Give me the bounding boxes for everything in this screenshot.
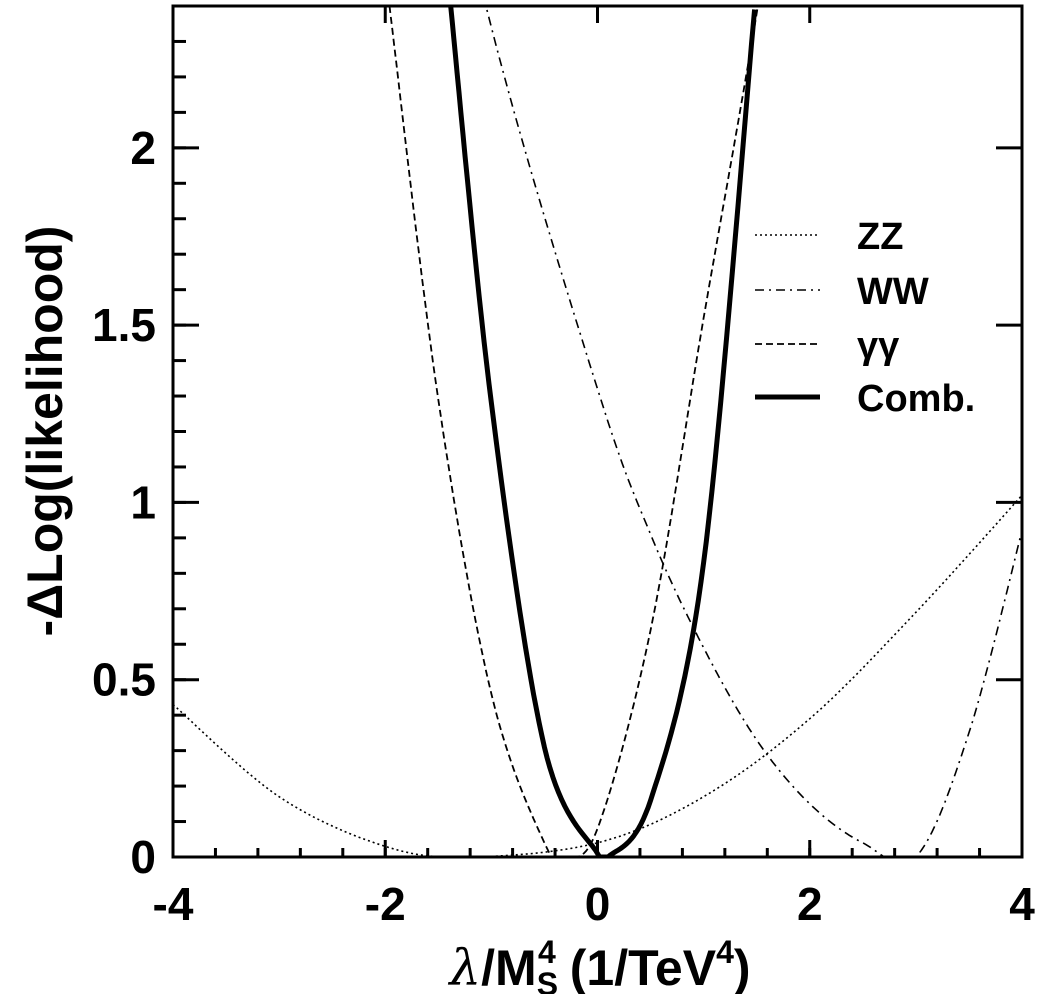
x-tick-label: -4	[153, 878, 194, 930]
y-tick-label: 2	[130, 122, 156, 174]
x-axis-title-sub: S	[537, 966, 558, 994]
legend: ZZ WW γγ Comb.	[755, 216, 975, 420]
series-dotted-line	[173, 494, 1022, 857]
x-tick-label: 0	[585, 878, 611, 930]
x-axis-title-unit: (1/TeV	[556, 940, 717, 994]
legend-label: WW	[857, 271, 929, 313]
x-tick-label: 4	[1009, 878, 1035, 930]
x-axis-ticks: -4 -2 0 2 4	[153, 6, 1035, 930]
y-axis-ticks: 0 0.5 1 1.5 2	[92, 4, 1022, 883]
x-tick-label: -2	[365, 878, 406, 930]
y-tick-label: 0	[130, 831, 156, 883]
legend-label: ZZ	[857, 216, 903, 258]
series-dashed-line	[388, 6, 759, 857]
series-dashdot-line	[485, 6, 1022, 857]
x-axis-title-sup: 4	[538, 934, 556, 970]
series-layer	[173, 6, 1022, 857]
legend-label: γγ	[857, 325, 899, 367]
y-axis-title: -ΔLog(likelihood)	[17, 226, 73, 637]
x-tick-label: 2	[797, 878, 823, 930]
y-tick-label: 1.5	[92, 299, 156, 351]
y-tick-label: 1	[130, 476, 156, 528]
plot-frame	[171, 4, 1024, 859]
series-solid-line	[448, 6, 758, 857]
y-tick-label: 0.5	[92, 654, 156, 706]
x-axis-title-unit-sup: 4	[716, 934, 734, 970]
x-axis-title: λ/MS4 (1/TeV4)	[447, 934, 750, 994]
legend-label: Comb.	[857, 378, 975, 420]
x-axis-title-unit-close: )	[734, 940, 751, 994]
x-axis-title-lambda: λ	[447, 939, 481, 994]
x-axis-title-mass: /M	[481, 940, 537, 994]
